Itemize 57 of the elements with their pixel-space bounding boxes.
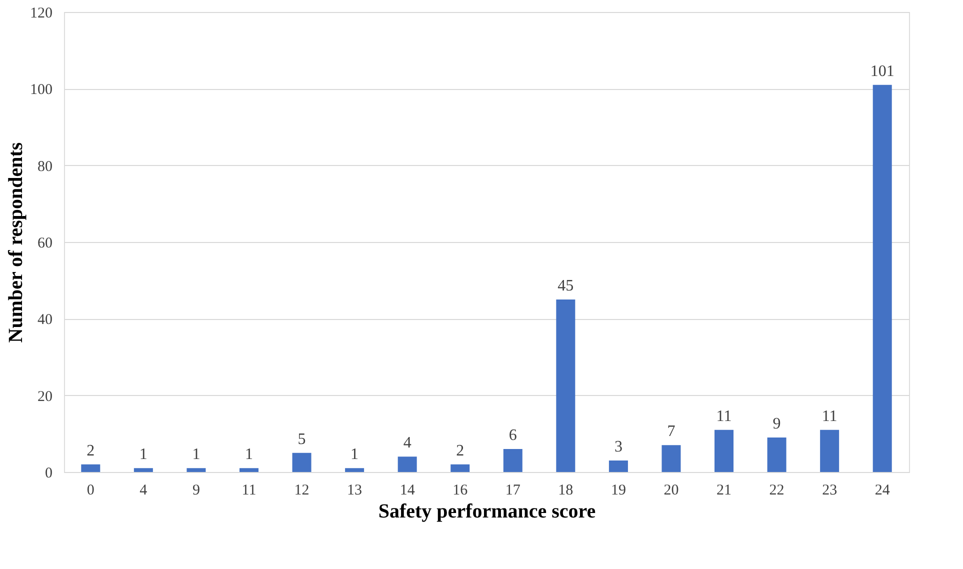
data-label: 101 <box>870 62 894 80</box>
y-axis-title: Number of respondents <box>5 142 27 343</box>
y-tick-label: 80 <box>38 158 52 175</box>
data-label: 4 <box>403 434 412 452</box>
y-tick-label: 100 <box>30 82 52 98</box>
x-tick-label: 13 <box>347 482 362 498</box>
x-tick-label: 0 <box>86 482 94 498</box>
x-tick-label: 9 <box>192 482 200 498</box>
x-tick-label: 12 <box>294 482 310 498</box>
data-label: 2 <box>86 442 95 460</box>
y-tick-label: 60 <box>38 236 52 252</box>
bar <box>662 445 681 472</box>
data-label: 7 <box>667 423 676 440</box>
bar <box>714 430 734 472</box>
y-tick-label: 20 <box>38 388 52 405</box>
bar <box>345 468 364 472</box>
x-tick-label: 21 <box>716 482 732 498</box>
bar <box>186 468 206 472</box>
bar <box>239 468 258 472</box>
x-tick-label: 14 <box>400 482 416 498</box>
y-tick-label: 40 <box>38 312 52 328</box>
bar <box>450 464 470 472</box>
bar <box>81 464 100 472</box>
data-label: 1 <box>139 446 148 464</box>
data-label: 1 <box>350 446 359 464</box>
x-tick-label: 11 <box>242 482 256 498</box>
bar <box>134 468 153 472</box>
y-tick-label: 0 <box>45 466 52 482</box>
bar <box>767 438 786 472</box>
x-tick-label: 18 <box>558 482 574 498</box>
data-label: 45 <box>558 278 574 294</box>
x-tick-label: 22 <box>769 482 784 498</box>
bar <box>503 449 522 472</box>
x-axis-title: Safety performance score <box>378 500 596 522</box>
data-label: 5 <box>298 430 306 448</box>
x-tick-label: 23 <box>822 482 838 498</box>
y-tick-label: 120 <box>30 6 52 22</box>
x-tick-label: 4 <box>140 482 148 498</box>
bar <box>556 300 576 472</box>
data-label: 11 <box>716 408 732 425</box>
x-tick-label: 20 <box>664 482 679 498</box>
bar <box>398 456 417 472</box>
x-tick-label: 17 <box>505 482 521 498</box>
data-label: 11 <box>822 408 838 425</box>
data-label: 1 <box>244 446 253 464</box>
data-label: 9 <box>772 416 781 432</box>
data-label: 2 <box>456 442 464 460</box>
bar <box>292 452 312 472</box>
x-tick-label: 16 <box>452 482 468 498</box>
bar <box>872 84 892 472</box>
x-tick-label: 19 <box>610 482 626 498</box>
bar <box>608 460 628 472</box>
x-tick-label: 24 <box>874 482 890 498</box>
data-label: 6 <box>508 427 517 444</box>
bar <box>820 430 840 472</box>
data-label: 1 <box>192 446 200 464</box>
data-label: 3 <box>614 438 622 456</box>
